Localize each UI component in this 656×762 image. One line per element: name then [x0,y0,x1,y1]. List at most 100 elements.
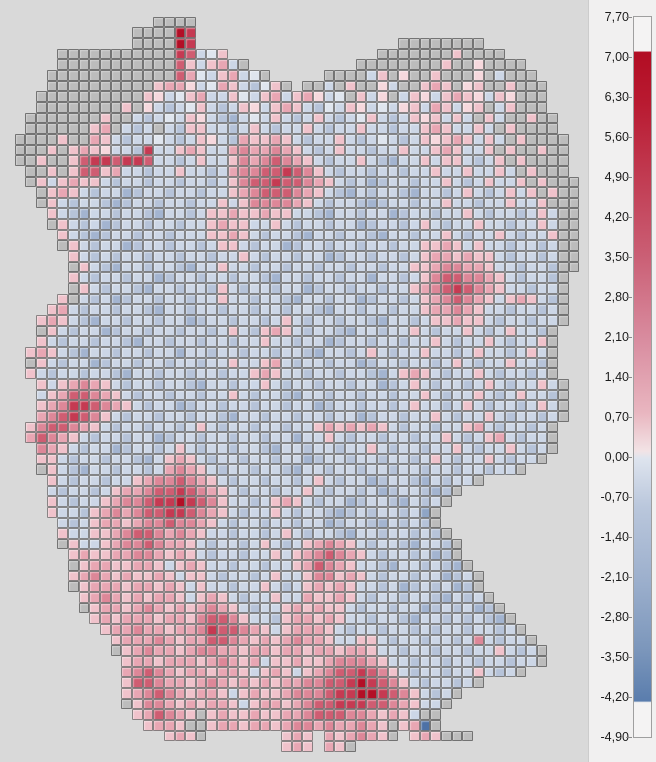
grid-cell[interactable] [121,602,132,614]
grid-cell-nodata[interactable] [89,91,100,102]
grid-cell[interactable] [494,421,505,433]
grid-cell[interactable] [131,528,143,539]
grid-cell[interactable] [366,719,377,731]
grid-cell[interactable] [291,485,303,497]
grid-cell[interactable] [110,208,122,220]
grid-cell-nodata[interactable] [163,27,175,38]
grid-cell[interactable] [398,293,409,305]
grid-cell[interactable] [110,176,122,188]
grid-cell[interactable] [462,240,473,252]
grid-cell[interactable] [89,517,100,529]
grid-cell[interactable] [419,261,431,273]
grid-cell[interactable] [67,165,79,177]
grid-cell[interactable] [142,187,154,198]
grid-cell[interactable] [195,570,207,582]
grid-cell[interactable] [25,421,36,433]
grid-cell[interactable] [291,570,303,582]
grid-cell[interactable] [408,688,420,699]
grid-cell[interactable] [121,176,132,188]
grid-cell[interactable] [281,400,292,411]
grid-cell[interactable] [313,506,324,518]
grid-cell[interactable] [153,410,164,422]
grid-cell[interactable] [270,485,282,497]
grid-cell[interactable] [376,336,388,347]
grid-cell[interactable] [270,208,282,220]
grid-cell[interactable] [270,187,282,198]
grid-cell[interactable] [217,197,228,209]
grid-cell[interactable] [451,602,463,614]
grid-cell[interactable] [430,272,441,284]
grid-cell[interactable] [89,602,100,614]
grid-cell[interactable] [536,400,548,411]
grid-cell[interactable] [67,538,79,550]
grid-cell[interactable] [227,165,239,177]
grid-cell[interactable] [78,293,90,305]
grid-cell[interactable] [249,325,260,337]
grid-cell[interactable] [67,389,79,401]
grid-cell[interactable] [259,464,271,475]
grid-cell[interactable] [291,453,303,465]
grid-cell[interactable] [270,144,282,156]
grid-cell[interactable] [547,229,559,241]
grid-cell[interactable] [217,528,228,539]
grid-cell[interactable] [185,69,196,81]
grid-cell[interactable] [472,357,484,369]
grid-cell[interactable] [217,506,228,518]
grid-cell[interactable] [174,101,186,113]
grid-cell[interactable] [35,410,47,422]
grid-cell[interactable] [376,80,388,92]
grid-cell[interactable] [345,208,356,220]
grid-cell-nodata[interactable] [67,123,79,134]
grid-cell[interactable] [206,69,218,81]
grid-cell-nodata[interactable] [408,37,420,49]
grid-cell[interactable] [387,549,399,561]
grid-cell[interactable] [440,101,452,113]
grid-cell[interactable] [163,666,175,678]
grid-cell-nodata[interactable] [558,155,569,166]
grid-cell[interactable] [376,378,388,390]
grid-cell[interactable] [270,442,282,454]
grid-cell[interactable] [163,378,175,390]
grid-cell[interactable] [153,517,164,529]
grid-cell-nodata[interactable] [238,59,250,70]
grid-cell[interactable] [227,123,239,134]
grid-cell[interactable] [302,570,314,582]
grid-cell[interactable] [398,560,409,571]
grid-cell[interactable] [270,91,282,102]
grid-cell-nodata[interactable] [131,80,143,92]
grid-cell[interactable] [121,538,132,550]
grid-cell[interactable] [419,91,431,102]
grid-cell[interactable] [281,464,292,475]
grid-cell[interactable] [345,528,356,539]
grid-cell[interactable] [163,144,175,156]
grid-cell[interactable] [270,293,282,305]
grid-cell[interactable] [249,602,260,614]
grid-cell[interactable] [408,208,420,220]
grid-cell[interactable] [291,624,303,635]
grid-cell[interactable] [153,474,164,486]
grid-cell[interactable] [89,538,100,550]
grid-cell-nodata[interactable] [462,69,473,81]
grid-cell[interactable] [174,59,186,70]
grid-cell[interactable] [302,496,314,507]
grid-cell[interactable] [185,634,196,646]
grid-cell[interactable] [163,506,175,518]
grid-cell[interactable] [387,347,399,358]
grid-cell[interactable] [217,101,228,113]
grid-cell[interactable] [99,442,111,454]
grid-cell[interactable] [345,112,356,124]
grid-cell[interactable] [195,59,207,70]
grid-cell[interactable] [249,80,260,92]
grid-cell[interactable] [121,272,132,284]
grid-cell[interactable] [366,688,377,699]
grid-cell-nodata[interactable] [494,48,505,60]
grid-cell[interactable] [110,474,122,486]
grid-cell-nodata[interactable] [408,80,420,92]
grid-cell-nodata[interactable] [451,80,463,92]
grid-cell[interactable] [472,219,484,230]
grid-cell-nodata[interactable] [440,48,452,60]
grid-cell[interactable] [323,688,335,699]
grid-cell[interactable] [89,453,100,465]
grid-cell[interactable] [302,347,314,358]
grid-cell[interactable] [430,474,441,486]
